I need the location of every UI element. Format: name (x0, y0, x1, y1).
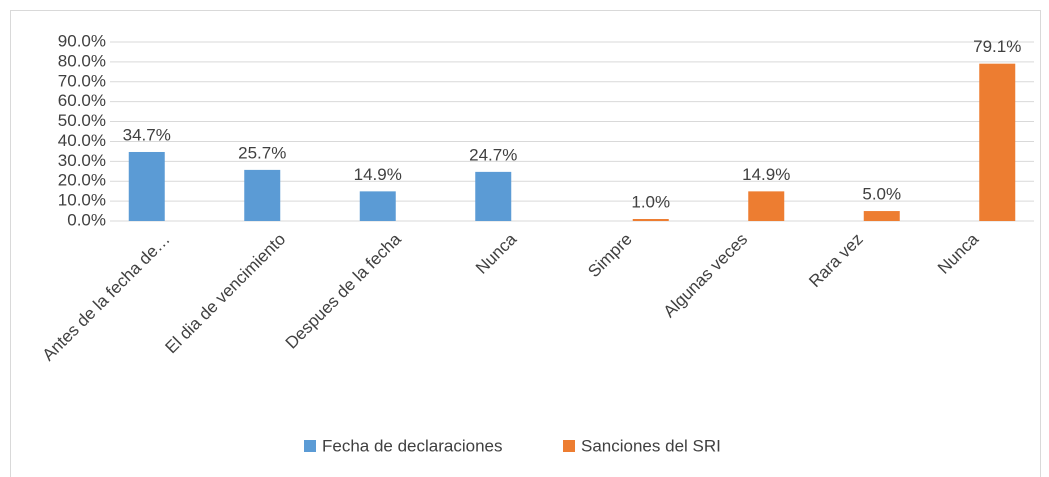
data-label: 34.7% (123, 125, 171, 144)
chart-border (10, 10, 1041, 477)
y-tick-label: 50.0% (58, 111, 106, 130)
y-tick-label: 90.0% (58, 31, 106, 50)
data-label: 24.7% (469, 145, 517, 164)
y-tick-label: 30.0% (58, 151, 106, 170)
y-tick-label: 80.0% (58, 51, 106, 70)
bar (863, 211, 900, 221)
bar (475, 171, 512, 221)
data-label: 5.0% (862, 185, 901, 204)
bar (748, 191, 785, 221)
y-tick-label: 20.0% (58, 171, 106, 190)
data-label: 1.0% (631, 192, 670, 211)
x-tick-label: Nunca (472, 229, 521, 278)
legend-label: Sanciones del SRI (581, 436, 721, 455)
legend-swatch (563, 440, 575, 452)
data-label: 14.9% (354, 165, 402, 184)
x-tick-label: Algunas veces (660, 230, 752, 322)
x-tick-label: Nunca (934, 229, 983, 278)
x-tick-label: El dia de vencimiento (162, 230, 290, 358)
x-tick-label: Despues de la fecha (282, 229, 405, 352)
bar (359, 191, 396, 221)
data-label: 79.1% (973, 37, 1021, 56)
y-tick-label: 70.0% (58, 71, 106, 90)
y-tick-label: 60.0% (58, 91, 106, 110)
bar (128, 151, 165, 221)
y-tick-label: 0.0% (67, 210, 106, 229)
x-tick-label: Antes de la fecha de… (39, 230, 174, 365)
x-tick-label: Rara vez (805, 230, 867, 292)
bar (979, 63, 1016, 221)
bar (632, 219, 669, 221)
y-tick-label: 10.0% (58, 191, 106, 210)
data-label: 14.9% (742, 165, 790, 184)
bar (244, 169, 281, 221)
legend-label: Fecha de declaraciones (322, 436, 503, 455)
legend-swatch (304, 440, 316, 452)
data-label: 25.7% (238, 143, 286, 162)
x-tick-label: Simpre (584, 230, 636, 282)
y-tick-label: 40.0% (58, 131, 106, 150)
